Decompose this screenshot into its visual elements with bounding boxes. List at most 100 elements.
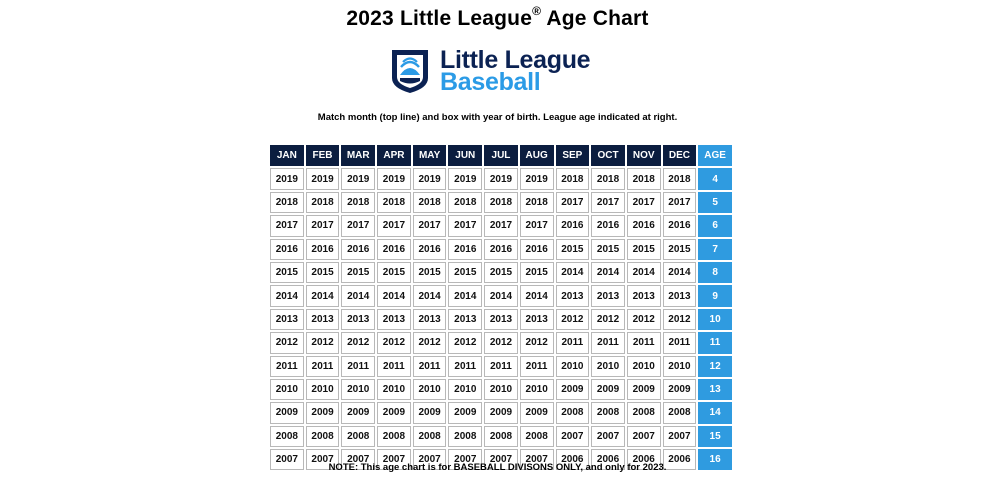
page-title-suffix: Age Chart bbox=[546, 7, 649, 30]
table-row: 2009 2009 2009 2009 2009 2009 2009 2009 2008 2008… bbox=[270, 402, 732, 424]
year-cell: 2014 bbox=[626, 261, 661, 284]
year-cell: 2009 bbox=[591, 378, 625, 401]
month-header-dec: DEC bbox=[662, 145, 697, 167]
year-cell: 2014 bbox=[448, 285, 483, 307]
year-cell: 2014 bbox=[412, 285, 447, 307]
logo-text-baseball: Baseball bbox=[440, 68, 541, 96]
year-cell: 2015 bbox=[626, 238, 661, 260]
year-cell: 2013 bbox=[484, 308, 518, 331]
year-cell: 2018 bbox=[305, 191, 340, 214]
year-cell: 2015 bbox=[448, 261, 483, 284]
age-cell: 4 bbox=[698, 168, 732, 190]
instructions-text: Match month (top line) and box with year… bbox=[317, 112, 678, 123]
year-cell: 2014 bbox=[662, 261, 697, 284]
year-cell: 2009 bbox=[377, 402, 411, 424]
year-cell: 2015 bbox=[484, 261, 518, 284]
year-cell: 2009 bbox=[484, 402, 518, 424]
year-cell: 2019 bbox=[305, 168, 340, 190]
year-cell: 2008 bbox=[519, 425, 554, 448]
year-cell: 2009 bbox=[305, 402, 340, 424]
year-cell: 2011 bbox=[555, 332, 590, 354]
table-row: 2014 2014 2014 2014 2014 2014 2014 2014 2013 2013… bbox=[270, 285, 732, 307]
year-cell: 2018 bbox=[662, 168, 697, 190]
year-cell: 2014 bbox=[519, 285, 554, 307]
year-cell: 2015 bbox=[377, 261, 411, 284]
year-cell: 2014 bbox=[270, 285, 304, 307]
year-cell: 2014 bbox=[377, 285, 411, 307]
logo-text-little-league: Little League bbox=[440, 46, 591, 74]
year-cell: 2017 bbox=[341, 215, 376, 237]
year-cell: 2013 bbox=[305, 308, 340, 331]
year-cell: 2013 bbox=[270, 308, 304, 331]
year-cell: 2018 bbox=[555, 168, 590, 190]
age-cell: 9 bbox=[698, 285, 732, 307]
year-cell: 2013 bbox=[519, 308, 554, 331]
year-cell: 2007 bbox=[377, 449, 411, 471]
registered-mark: ® bbox=[532, 4, 542, 18]
year-cell: 2016 bbox=[662, 215, 697, 237]
year-cell: 2019 bbox=[270, 168, 304, 190]
year-cell: 2015 bbox=[591, 238, 625, 260]
year-cell: 2016 bbox=[305, 238, 340, 260]
year-cell: 2008 bbox=[484, 425, 518, 448]
year-cell: 2007 bbox=[519, 449, 554, 471]
year-cell: 2012 bbox=[377, 332, 411, 354]
year-cell: 2007 bbox=[484, 449, 518, 471]
year-cell: 2015 bbox=[662, 238, 697, 260]
year-cell: 2012 bbox=[555, 308, 590, 331]
year-cell: 2006 bbox=[626, 449, 661, 471]
year-cell: 2012 bbox=[662, 308, 697, 331]
month-header-jan: JAN bbox=[270, 145, 304, 167]
year-cell: 2007 bbox=[412, 449, 447, 471]
year-cell: 2006 bbox=[555, 449, 590, 471]
year-cell: 2013 bbox=[341, 308, 376, 331]
year-cell: 2008 bbox=[555, 402, 590, 424]
table-row: 2007 2007 2007 2007 2007 2007 2007 2007 2006 2006… bbox=[270, 449, 732, 471]
year-cell: 2015 bbox=[270, 261, 304, 284]
month-header-jul: JUL bbox=[484, 145, 518, 167]
age-cell: 8 bbox=[698, 261, 732, 284]
table-row: 2016 2016 2016 2016 2016 2016 2016 2016 2015 2015… bbox=[270, 238, 732, 260]
year-cell: 2013 bbox=[412, 308, 447, 331]
little-league-keystone-icon bbox=[392, 50, 428, 93]
year-cell: 2017 bbox=[412, 215, 447, 237]
year-cell: 2009 bbox=[448, 402, 483, 424]
age-cell: 12 bbox=[698, 355, 732, 377]
footer-note: NOTE: This age chart is for BASEBALL DIV… bbox=[328, 462, 667, 473]
year-cell: 2013 bbox=[555, 285, 590, 307]
month-header-apr: APR bbox=[377, 145, 411, 167]
year-cell: 2019 bbox=[484, 168, 518, 190]
year-cell: 2011 bbox=[341, 355, 376, 377]
year-cell: 2013 bbox=[377, 308, 411, 331]
table-row: 2012 2012 2012 2012 2012 2012 2012 2012 2011 2011… bbox=[270, 332, 732, 354]
year-cell: 2012 bbox=[484, 332, 518, 354]
year-cell: 2014 bbox=[555, 261, 590, 284]
year-cell: 2019 bbox=[448, 168, 483, 190]
year-cell: 2016 bbox=[448, 238, 483, 260]
year-cell: 2006 bbox=[662, 449, 697, 471]
year-cell: 2017 bbox=[377, 215, 411, 237]
month-header-mar: MAR bbox=[341, 145, 376, 167]
little-league-logo: Little League Baseball bbox=[388, 46, 618, 96]
year-cell: 2018 bbox=[448, 191, 483, 214]
year-cell: 2009 bbox=[626, 378, 661, 401]
year-cell: 2009 bbox=[270, 402, 304, 424]
year-cell: 2018 bbox=[270, 191, 304, 214]
year-cell: 2017 bbox=[305, 215, 340, 237]
month-header-may: MAY bbox=[412, 145, 447, 167]
year-cell: 2013 bbox=[662, 285, 697, 307]
year-cell: 2016 bbox=[519, 238, 554, 260]
year-cell: 2010 bbox=[341, 378, 376, 401]
year-cell: 2008 bbox=[626, 402, 661, 424]
month-header-feb: FEB bbox=[305, 145, 340, 167]
year-cell: 2009 bbox=[412, 402, 447, 424]
year-cell: 2006 bbox=[591, 449, 625, 471]
year-cell: 2008 bbox=[305, 425, 340, 448]
year-cell: 2008 bbox=[377, 425, 411, 448]
year-cell: 2008 bbox=[662, 402, 697, 424]
year-cell: 2007 bbox=[555, 425, 590, 448]
table-row: 2018 2018 2018 2018 2018 2018 2018 2018 2017 2017… bbox=[270, 191, 732, 214]
year-cell: 2015 bbox=[412, 261, 447, 284]
year-cell: 2015 bbox=[555, 238, 590, 260]
age-cell: 7 bbox=[698, 238, 732, 260]
